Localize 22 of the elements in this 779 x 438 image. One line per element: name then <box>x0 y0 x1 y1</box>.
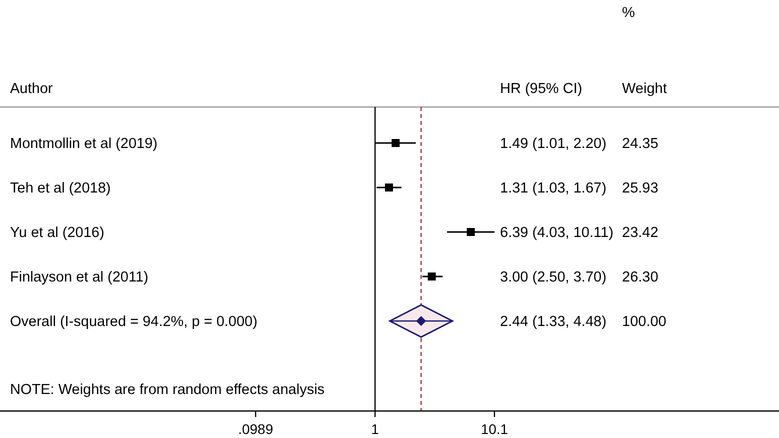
y-tick-label: Overall (I-squared = 94.2%, p = 0.000) <box>10 314 258 330</box>
annotation: 3.00 (2.50, 3.70) <box>500 270 606 286</box>
y-tick-label: Montmollin et al (2019) <box>10 136 158 152</box>
x-tick-label: 10.1 <box>480 421 508 437</box>
y-tick-label: Finlayson et al (2011) <box>10 270 148 286</box>
text: % Weight <box>622 5 667 97</box>
x-tick-label: .0989 <box>238 421 274 437</box>
annotation: 26.30 <box>622 270 658 286</box>
annotation: 100.00 <box>622 314 666 330</box>
y-axis-title: Author <box>10 81 53 97</box>
annotation: 2.44 (1.33, 4.48) <box>500 314 606 330</box>
y-tick-label: Yu et al (2016) <box>10 225 104 241</box>
y-tick-label: Teh et al (2018) <box>10 180 111 196</box>
annotation: 25.93 <box>622 180 658 196</box>
annotation: 6.39 (4.03, 10.11) <box>500 225 614 241</box>
text: NOTE: Weights are from random effects analysis <box>10 382 325 398</box>
annotation: 24.35 <box>622 136 658 152</box>
annotation: 23.42 <box>622 225 658 241</box>
x-tick-label: 1 <box>371 421 380 437</box>
annotation: 1.49 (1.01, 2.20) <box>500 136 606 152</box>
annotation: 1.31 (1.03, 1.67) <box>500 180 606 196</box>
text: HR (95% CI) <box>500 81 582 97</box>
